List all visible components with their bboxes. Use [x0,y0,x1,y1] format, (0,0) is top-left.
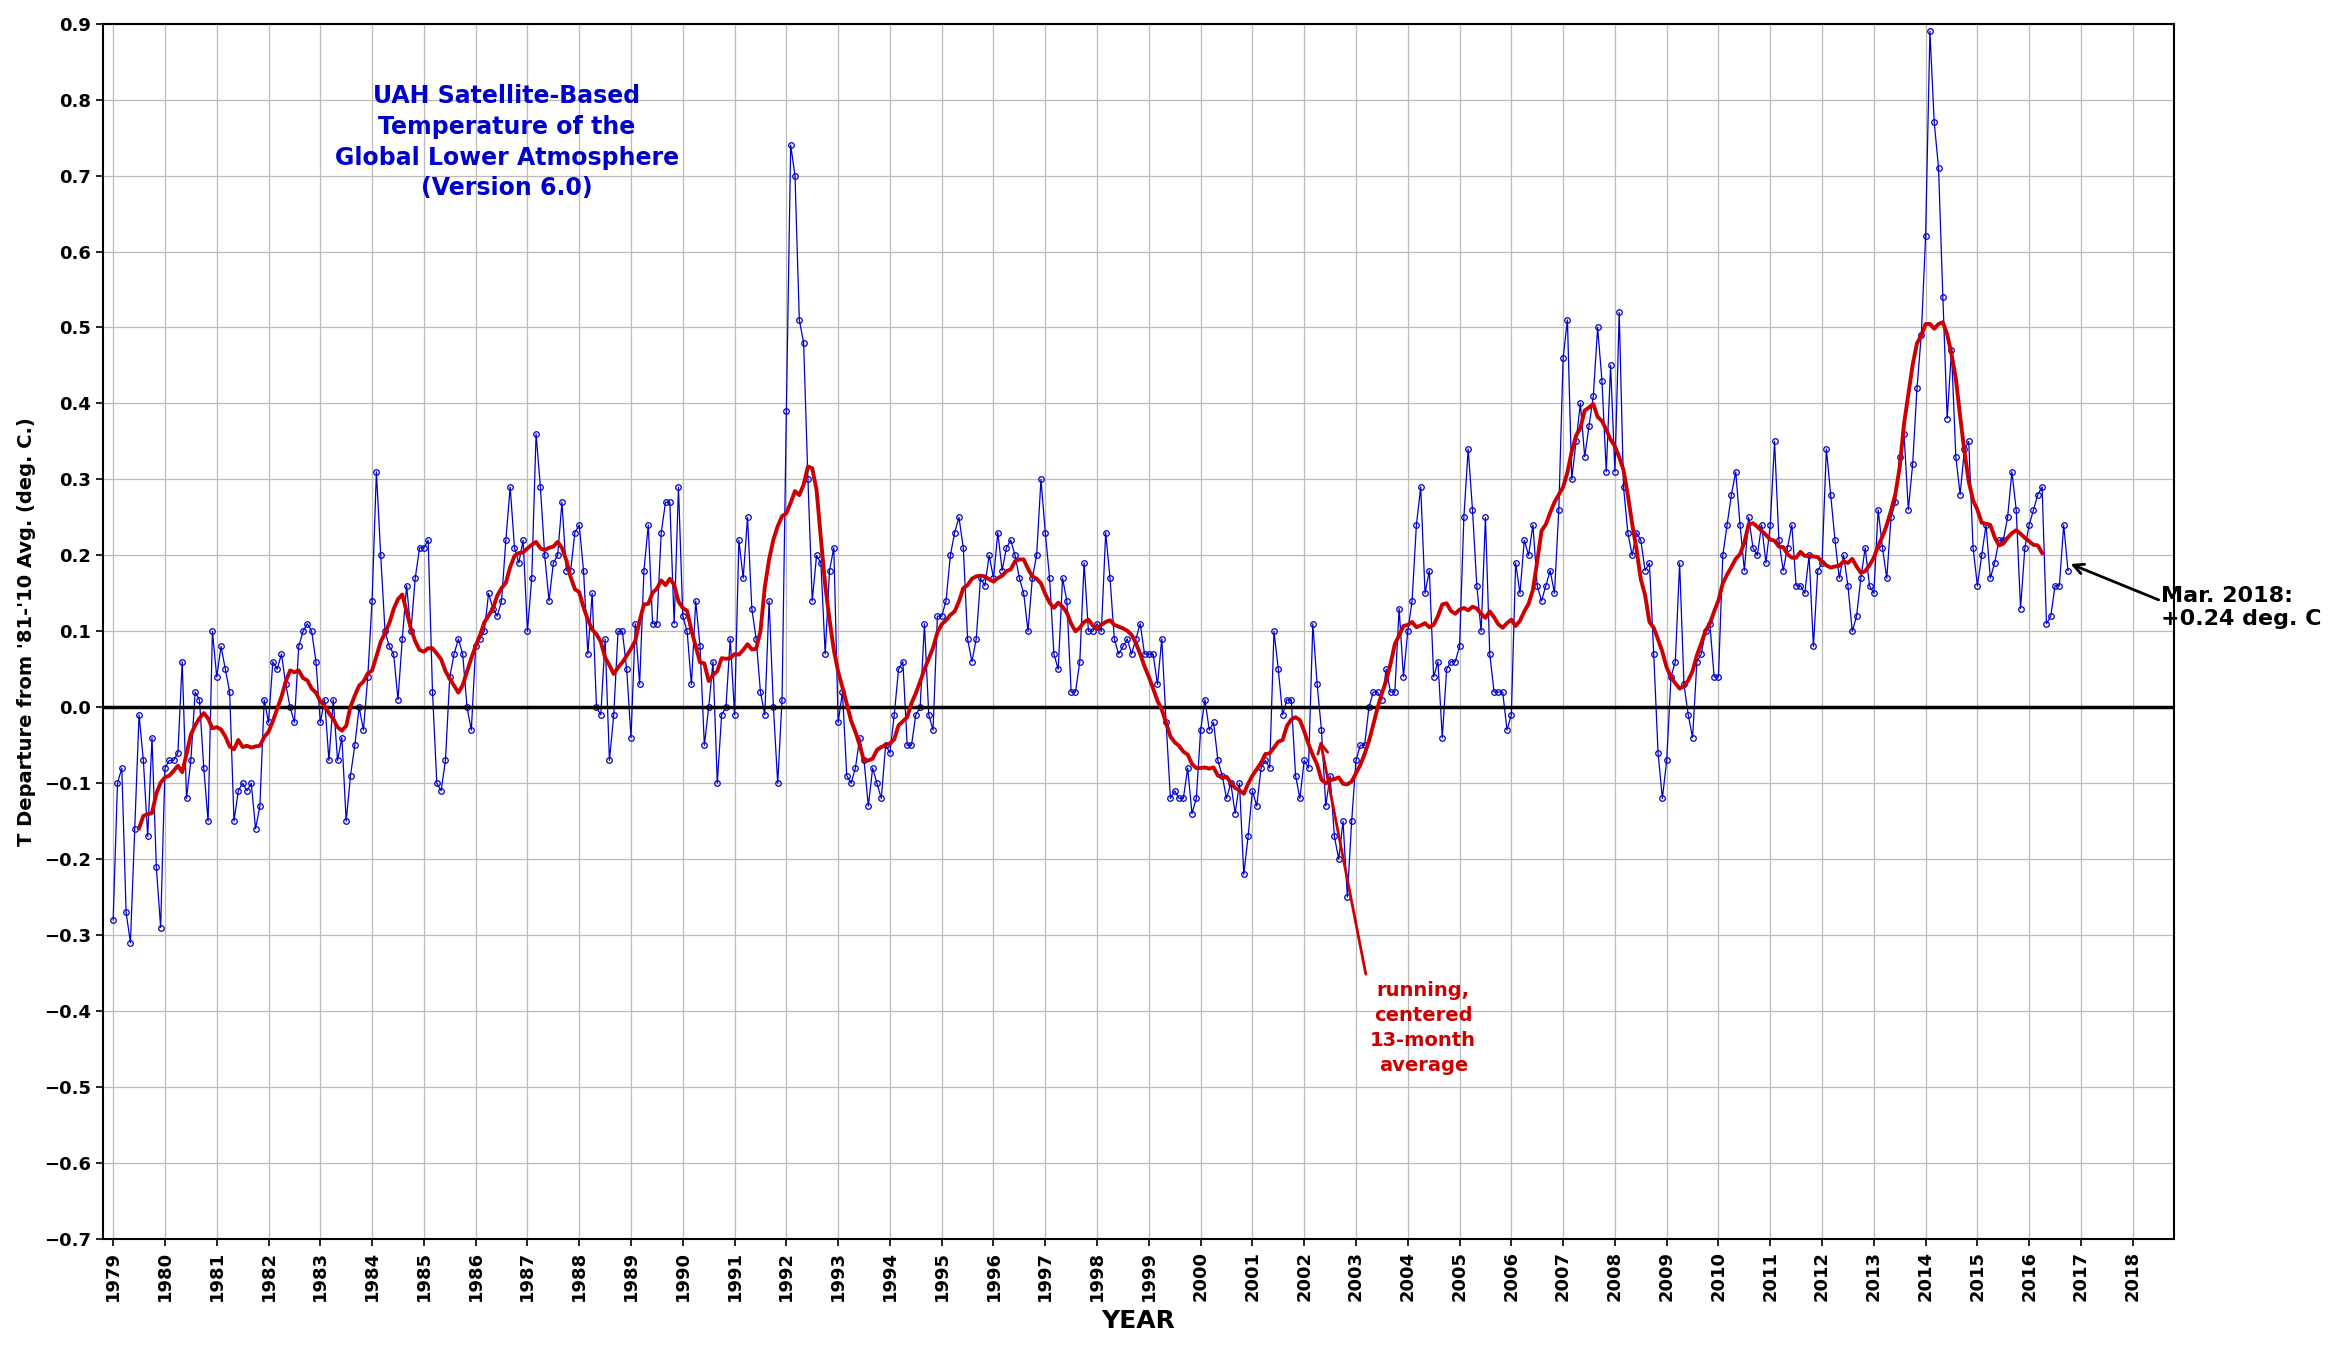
X-axis label: YEAR: YEAR [1102,1310,1175,1334]
Text: UAH Satellite-Based
Temperature of the
Global Lower Atmosphere
(Version 6.0): UAH Satellite-Based Temperature of the G… [335,85,679,200]
Y-axis label: T Departure from '81-'10 Avg. (deg. C.): T Departure from '81-'10 Avg. (deg. C.) [16,417,35,845]
Text: Mar. 2018:
+0.24 deg. C: Mar. 2018: +0.24 deg. C [2162,586,2321,629]
Text: running,
centered
13-month
average: running, centered 13-month average [1371,980,1477,1075]
